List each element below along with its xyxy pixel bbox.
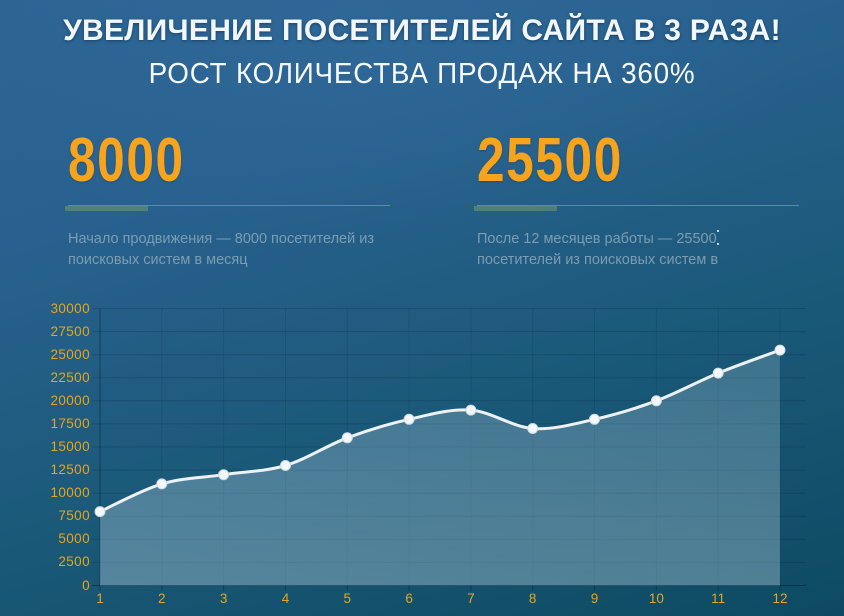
y-axis-label: 12500 <box>50 462 90 478</box>
x-axis-label: 3 <box>219 591 228 606</box>
x-axis-label: 4 <box>281 591 290 606</box>
stat-divider <box>65 205 390 212</box>
y-axis-label: 15000 <box>50 439 90 454</box>
stat-description-line: поисковых систем в месяц <box>68 252 248 268</box>
y-axis-label: 5000 <box>58 531 90 547</box>
stat-description-line: Начало продвижения — 8000 посетителей из <box>68 231 374 247</box>
stat-result-description: После 12 месяцев работы — 25500 посетите… <box>477 229 799 271</box>
x-axis-label: 2 <box>158 591 166 606</box>
divider-line <box>477 205 799 206</box>
x-axis-label: 7 <box>467 591 475 606</box>
stat-description-line: посетителей из поисковых систем в <box>477 252 719 268</box>
y-axis-label: 22500 <box>50 369 90 385</box>
x-axis-label: 12 <box>772 591 788 606</box>
divider-line <box>68 205 390 206</box>
stat-description-line: После 12 месяцев работы — 25500 <box>477 231 717 247</box>
stat-divider <box>474 205 799 212</box>
stat-block-start: 8000 Начало продвижения — 8000 посетител… <box>65 126 390 271</box>
x-axis-label: 8 <box>528 591 537 606</box>
x-axis-label: 10 <box>648 591 664 606</box>
stray-pixel-artifact <box>717 243 719 245</box>
stat-result-value: 25500 <box>477 126 623 195</box>
y-axis-label: 25000 <box>50 346 90 362</box>
stray-pixel-artifact <box>717 230 719 232</box>
stat-start-value: 8000 <box>68 126 185 195</box>
y-axis-label: 17500 <box>50 415 90 431</box>
x-axis-label: 9 <box>590 591 599 606</box>
y-axis-label: 30000 <box>50 300 90 316</box>
y-axis-label: 7500 <box>58 508 90 524</box>
y-axis-label: 2500 <box>58 554 90 570</box>
y-axis-label: 10000 <box>50 485 90 501</box>
x-axis-label: 1 <box>96 591 104 606</box>
x-axis-label: 5 <box>343 591 352 606</box>
page-title: УВЕЛИЧЕНИЕ ПОСЕТИТЕЛЕЙ САЙТА В 3 РАЗА! <box>63 14 781 47</box>
y-axis-label: 0 <box>82 577 90 593</box>
divider-accent <box>474 206 557 211</box>
page-subtitle: РОСТ КОЛИЧЕСТВА ПРОДАЖ НА 360% <box>148 58 696 90</box>
x-axis-label: 6 <box>405 591 413 606</box>
stat-start-description: Начало продвижения — 8000 посетителей из… <box>68 229 390 271</box>
divider-accent <box>65 206 148 211</box>
y-axis-label: 20000 <box>50 392 90 408</box>
stat-block-result: 25500 После 12 месяцев работы — 25500 по… <box>474 126 799 271</box>
x-axis-label: 11 <box>711 591 726 606</box>
y-axis-label: 27500 <box>50 323 90 339</box>
